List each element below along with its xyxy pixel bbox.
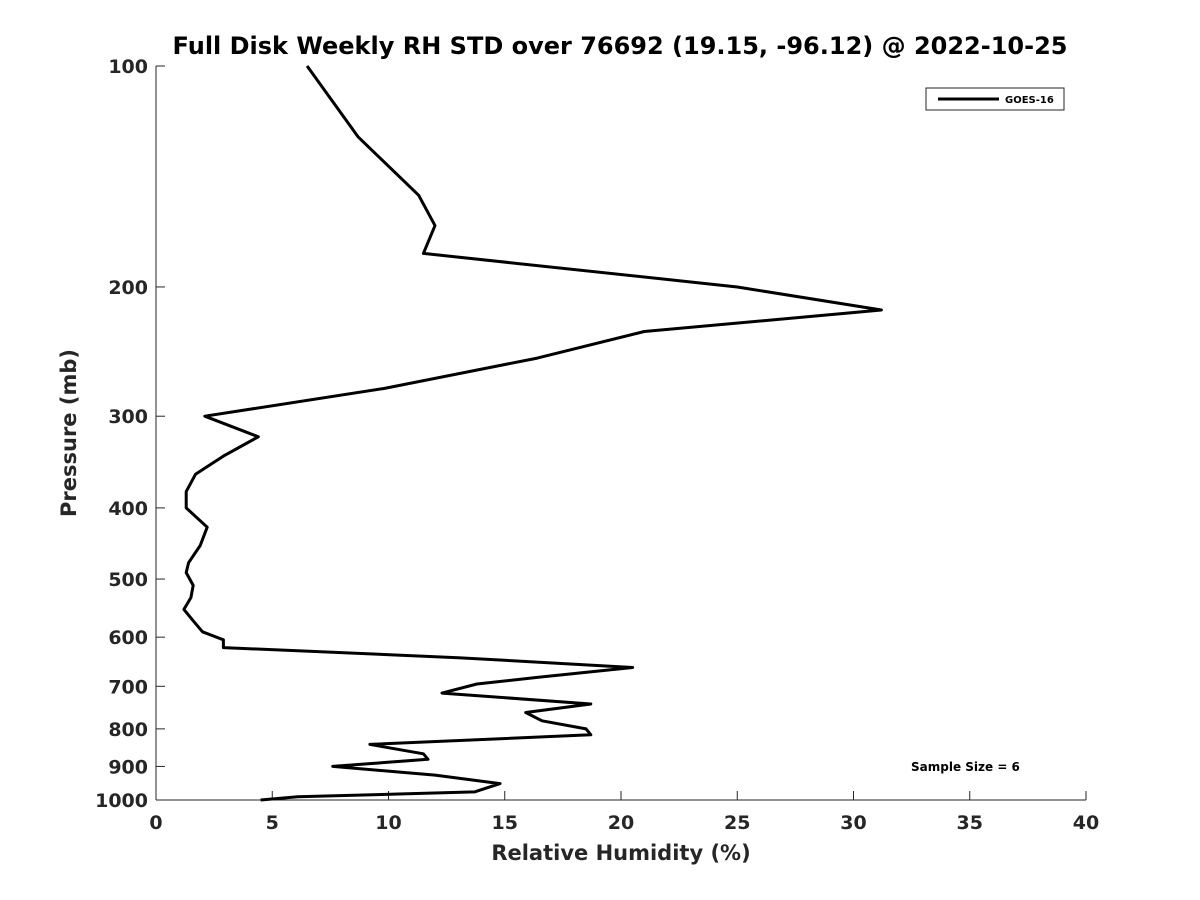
y-tick-label: 100 xyxy=(108,56,148,78)
x-tick-label: 10 xyxy=(375,812,401,834)
y-tick-label: 200 xyxy=(108,277,148,299)
axes xyxy=(155,66,1086,801)
y-tick-label: 500 xyxy=(108,569,148,591)
sample-size-annotation: Sample Size = 6 xyxy=(911,760,1020,774)
x-tick-label: 20 xyxy=(608,812,634,834)
x-tick-label: 40 xyxy=(1073,812,1099,834)
legend: GOES-16 xyxy=(925,87,1065,111)
y-tick-label: 300 xyxy=(108,406,148,428)
y-tick-label: 800 xyxy=(108,719,148,741)
x-tick-label: 30 xyxy=(840,812,866,834)
y-ticks: 100 200 300 400 500 600 700 800 900 1000 xyxy=(95,56,165,812)
x-axis-label: Relative Humidity (%) xyxy=(491,841,750,865)
legend-label-goes-16: GOES-16 xyxy=(1005,95,1054,106)
chart-title: Full Disk Weekly RH STD over 76692 (19.1… xyxy=(173,32,1068,60)
series-line-goes-16 xyxy=(182,65,883,802)
y-tick-label: 600 xyxy=(108,627,148,649)
x-tick-label: 5 xyxy=(266,812,279,834)
y-axis-label: Pressure (mb) xyxy=(57,349,81,517)
x-tick-label: 35 xyxy=(957,812,983,834)
x-tick-label: 0 xyxy=(149,812,162,834)
y-tick-label: 1000 xyxy=(95,790,148,812)
x-ticks: 0 5 10 15 20 25 30 35 40 xyxy=(149,791,1099,834)
x-tick-label: 15 xyxy=(492,812,518,834)
y-tick-label: 900 xyxy=(108,756,148,778)
series-layer xyxy=(182,65,883,802)
y-tick-label: 700 xyxy=(108,676,148,698)
y-tick-label: 400 xyxy=(108,498,148,520)
x-tick-label: 25 xyxy=(724,812,750,834)
